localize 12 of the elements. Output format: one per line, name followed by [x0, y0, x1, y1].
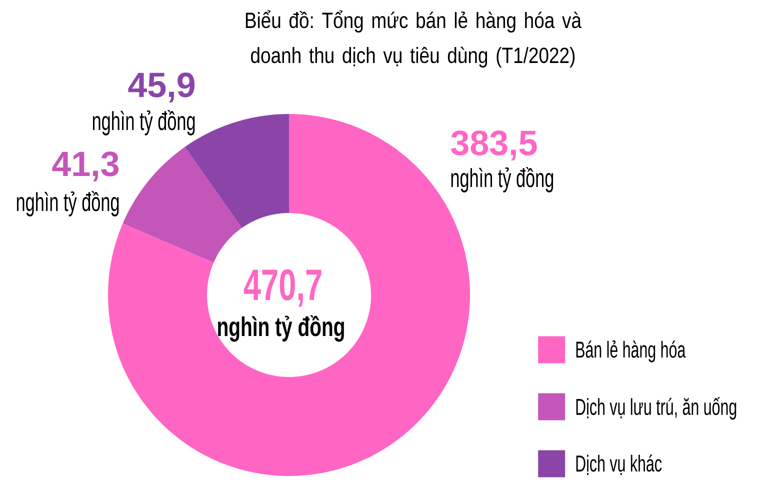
text: nghìn tỷ đồng [451, 167, 554, 192]
chart-title: Biểu đồ: Tổng mức bán lẻ hàng hóa và doanh thu dịch vụ tiêu dùng (T1/2022) [246, 10, 582, 68]
data-label: 383,5 [451, 130, 537, 160]
legend-label: Dịch vụ khác [576, 454, 662, 475]
data-label: 41,3 [52, 152, 119, 182]
data-label: 45,9 [128, 72, 195, 102]
text: 470,7 [244, 269, 322, 307]
text: nghìn tỷ đồng [16, 191, 119, 216]
text: nghìn tỷ đồng [92, 110, 195, 136]
legend-label: Dịch vụ lưu trú, ăn uống [576, 397, 736, 420]
text: nghìn tỷ đồng [218, 315, 344, 342]
legend-label: Bán lẻ hàng hóa [576, 340, 686, 362]
